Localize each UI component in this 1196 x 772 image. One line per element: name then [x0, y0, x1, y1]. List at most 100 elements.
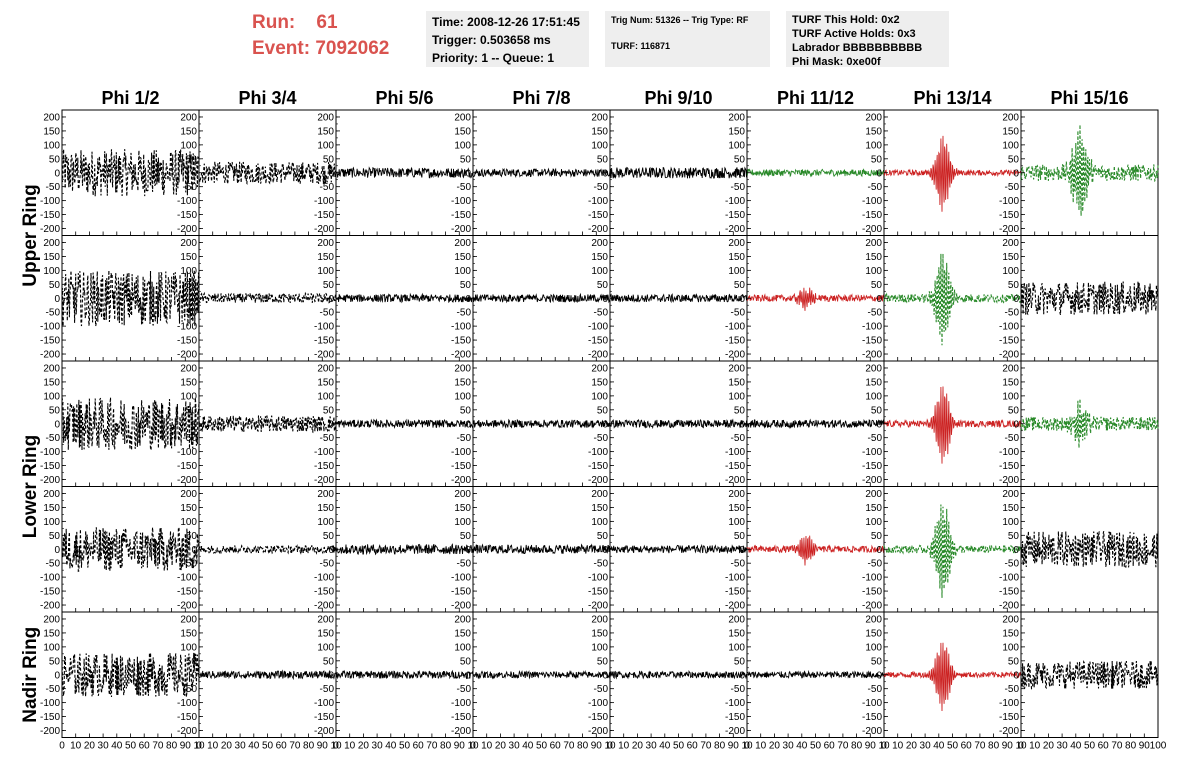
- y-tick-label: 100: [43, 140, 60, 151]
- labrador-text: Labrador BBBBBBBBBB: [792, 42, 923, 54]
- y-tick-label: -100: [40, 447, 60, 458]
- y-tick-label: -150: [862, 587, 882, 598]
- y-tick-label: -100: [314, 447, 334, 458]
- y-tick-label: -150: [40, 336, 60, 347]
- y-tick-label: -100: [451, 447, 471, 458]
- column-header: Phi 5/6: [375, 88, 433, 108]
- x-tick-label: 80: [303, 741, 315, 752]
- y-tick-label: -50: [457, 684, 472, 695]
- waveform-line: [1020, 529, 1159, 568]
- column-header: Phi 13/14: [913, 88, 991, 108]
- y-tick-label: 0: [191, 168, 197, 179]
- y-tick-label: -150: [999, 712, 1019, 723]
- y-tick-label: 200: [454, 238, 471, 249]
- y-tick-label: -100: [314, 573, 334, 584]
- y-tick-label: 200: [180, 112, 197, 123]
- y-tick-label: -100: [588, 698, 608, 709]
- x-tick-label: 40: [385, 741, 397, 752]
- row-label: Upper Ring: [20, 184, 41, 286]
- y-tick-label: 200: [728, 363, 745, 374]
- waveform-line: [746, 669, 885, 680]
- y-tick-label: -200: [999, 350, 1019, 361]
- y-tick-label: 150: [43, 628, 60, 639]
- y-tick-label: -50: [1005, 182, 1020, 193]
- y-tick-label: -50: [457, 308, 472, 319]
- column-header: Phi 1/2: [101, 88, 159, 108]
- y-tick-label: 200: [317, 489, 334, 500]
- y-tick-label: 50: [186, 405, 198, 416]
- y-tick-label: 150: [317, 503, 334, 514]
- event-label: Event:: [252, 38, 311, 59]
- waveform-line: [1020, 398, 1159, 449]
- y-tick-label: 50: [49, 154, 61, 165]
- y-tick-label: -200: [177, 601, 197, 612]
- y-tick-label: 200: [591, 363, 608, 374]
- event-value: 7092062: [315, 38, 390, 59]
- waveform-line: [472, 543, 611, 555]
- y-tick-label: -200: [999, 726, 1019, 737]
- y-tick-label: -150: [314, 712, 334, 723]
- y-tick-label: -150: [177, 210, 197, 221]
- y-tick-label: -200: [451, 224, 471, 235]
- y-tick-label: 100: [1002, 391, 1019, 402]
- x-tick-label: 90: [180, 741, 192, 752]
- y-tick-label: -200: [451, 726, 471, 737]
- y-tick-label: -50: [731, 433, 746, 444]
- column-header: Phi 7/8: [512, 88, 570, 108]
- waveform-line: [335, 418, 474, 429]
- y-tick-label: -150: [177, 461, 197, 472]
- y-tick-label: 150: [728, 628, 745, 639]
- x-tick-label: 60: [413, 741, 425, 752]
- y-tick-label: 0: [54, 670, 60, 681]
- y-tick-label: -50: [868, 308, 883, 319]
- x-tick-label: 0: [196, 741, 202, 752]
- y-tick-label: 50: [734, 656, 746, 667]
- y-tick-label: 200: [43, 238, 60, 249]
- x-tick-label: 20: [358, 741, 370, 752]
- y-tick-label: 200: [865, 238, 882, 249]
- x-tick-label: 50: [262, 741, 274, 752]
- row-label: Nadir Ring: [20, 627, 41, 723]
- y-tick-label: 0: [1013, 294, 1019, 305]
- y-tick-label: -200: [588, 726, 608, 737]
- y-tick-label: -200: [40, 475, 60, 486]
- waveform-line: [609, 543, 748, 555]
- y-tick-label: -100: [314, 196, 334, 207]
- y-tick-label: 0: [465, 545, 471, 556]
- y-tick-label: 0: [54, 419, 60, 430]
- y-tick-label: 0: [739, 168, 745, 179]
- y-tick-label: -50: [731, 559, 746, 570]
- y-tick-label: 100: [317, 140, 334, 151]
- y-tick-label: 0: [465, 168, 471, 179]
- y-tick-label: -50: [731, 182, 746, 193]
- y-tick-label: 150: [591, 503, 608, 514]
- y-tick-label: -200: [40, 350, 60, 361]
- y-tick-label: -200: [999, 475, 1019, 486]
- y-tick-label: 150: [591, 252, 608, 263]
- y-tick-label: -150: [314, 210, 334, 221]
- x-tick-label: 70: [152, 741, 164, 752]
- y-tick-label: 100: [454, 140, 471, 151]
- x-tick-label: 60: [139, 741, 151, 752]
- x-tick-label: 40: [659, 741, 671, 752]
- x-tick-label: 40: [248, 741, 260, 752]
- x-tick-label: 70: [426, 741, 438, 752]
- x-tick-label: 20: [769, 741, 781, 752]
- y-tick-label: -150: [588, 587, 608, 598]
- y-tick-label: 200: [591, 614, 608, 625]
- y-tick-label: 50: [597, 154, 609, 165]
- x-tick-label: 10: [878, 741, 890, 752]
- y-tick-label: -50: [46, 308, 61, 319]
- priority-text: Priority: 1 -- Queue: 1: [432, 51, 555, 65]
- x-tick-label: 0: [1018, 741, 1024, 752]
- y-tick-label: -150: [40, 210, 60, 221]
- x-tick-label: 30: [646, 741, 658, 752]
- y-tick-label: 150: [180, 252, 197, 263]
- x-tick-label: 40: [522, 741, 534, 752]
- y-tick-label: 100: [180, 391, 197, 402]
- y-tick-label: 0: [328, 419, 334, 430]
- y-tick-label: -150: [862, 336, 882, 347]
- y-tick-label: 150: [865, 628, 882, 639]
- waveform-line: [335, 292, 474, 304]
- y-tick-label: 150: [728, 252, 745, 263]
